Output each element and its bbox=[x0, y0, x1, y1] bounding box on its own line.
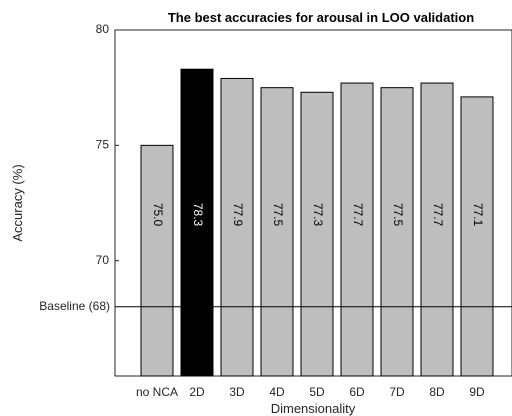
y-axis-title: Accuracy (%) bbox=[10, 164, 25, 241]
y-tick-label: 70 bbox=[96, 253, 110, 267]
x-axis-ticks-group: no NCA 2D 3D 4D 5D 6D 7D 8D 9D bbox=[136, 385, 485, 399]
x-tick-label: 3D bbox=[229, 385, 245, 399]
bar-value-label: 77.5 bbox=[391, 203, 405, 227]
x-tick-label: 4D bbox=[269, 385, 285, 399]
bar-5d bbox=[300, 91, 334, 377]
bar-value-label: 77.7 bbox=[351, 203, 365, 227]
y-tick-label: 80 bbox=[96, 22, 110, 36]
x-tick-label: 6D bbox=[349, 385, 365, 399]
x-tick-label: 5D bbox=[309, 385, 325, 399]
bar-6d bbox=[340, 82, 374, 377]
bar-9d bbox=[460, 96, 494, 377]
bar-2d bbox=[180, 68, 214, 377]
bar-8d bbox=[420, 82, 454, 377]
x-tick-label: 2D bbox=[189, 385, 205, 399]
bar-4d bbox=[260, 87, 294, 377]
bar-value-label: 75.0 bbox=[151, 203, 165, 227]
x-tick-label: no NCA bbox=[136, 385, 178, 399]
bar-value-label: 77.1 bbox=[471, 203, 485, 227]
bar-value-labels-group: 75.0 78.3 77.9 77.5 77.3 77.7 77.5 77.7 77.1 bbox=[151, 203, 485, 227]
bar-value-label: 77.3 bbox=[311, 203, 325, 227]
bar-3d bbox=[220, 77, 254, 377]
chart-title: The best accuracies for arousal in LOO v… bbox=[168, 10, 474, 25]
x-tick-label: 9D bbox=[469, 385, 485, 399]
baseline-label: Baseline (68) bbox=[39, 299, 110, 313]
bar-7d bbox=[380, 87, 414, 377]
bar-value-label: 77.7 bbox=[431, 203, 445, 227]
y-axis-ticks-group: 70 75 80 bbox=[96, 22, 119, 267]
bar-value-label: 77.9 bbox=[231, 203, 245, 227]
x-tick-label: 8D bbox=[429, 385, 445, 399]
x-tick-label: 7D bbox=[389, 385, 405, 399]
x-axis-title: Dimensionality bbox=[271, 401, 356, 416]
bar-no-nca bbox=[140, 144, 174, 377]
y-tick-label: 75 bbox=[96, 138, 110, 152]
bar-value-label: 78.3 bbox=[191, 203, 205, 227]
bar-value-label: 77.5 bbox=[271, 203, 285, 227]
bars-group bbox=[140, 68, 494, 377]
